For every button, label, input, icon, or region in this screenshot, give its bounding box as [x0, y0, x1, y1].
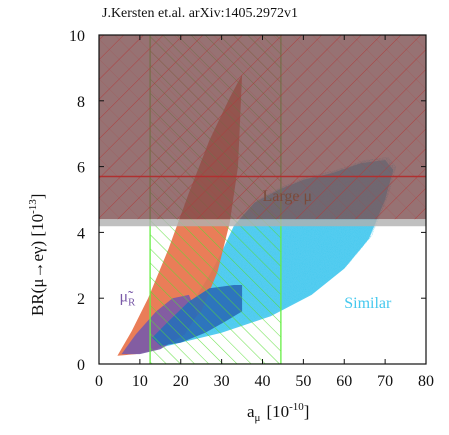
annotation-similar-main: Similar: [344, 295, 392, 312]
x-axis: 0 10 20 30 40 50 60 70 80: [95, 35, 434, 390]
annotation-smuon-r-sub: R: [128, 296, 136, 308]
x-tick-label: 10: [132, 373, 148, 390]
x-axis-label-main: a: [247, 402, 255, 421]
excluded-region-crosshatch: [99, 35, 426, 220]
y-axis-label: BR(μ→eγ) [10-13]: [27, 194, 47, 316]
excluded-region: [99, 35, 426, 227]
y-tick-label: 4: [77, 225, 85, 242]
x-axis-label-close: ]: [304, 402, 310, 421]
x-axis-label: aμ [10-10]: [247, 401, 309, 424]
x-tick-label: 30: [214, 373, 230, 390]
excluded-region-edge: [99, 219, 426, 227]
x-tick-label: 50: [295, 373, 311, 390]
y-tick-label: 6: [77, 160, 85, 177]
annotation-smuon-r: μ̃R: [119, 288, 136, 308]
x-tick-label: 80: [418, 373, 434, 390]
y-axis-label-main: BR(μ→eγ) [10: [28, 214, 47, 316]
y-axis-label-close: ]: [28, 194, 47, 200]
y-tick-label: 0: [77, 357, 85, 374]
x-tick-label: 20: [173, 373, 189, 390]
y-tick-label: 10: [69, 28, 85, 45]
x-axis-label-unit: [10: [266, 402, 289, 421]
x-tick-label: 40: [255, 373, 271, 390]
y-axis: 0 2 4 6 8 10: [69, 28, 426, 374]
y-axis-label-exp: -13: [27, 199, 39, 214]
plot-area: [99, 35, 426, 364]
annotation-large-main: Large μ: [263, 188, 313, 205]
chart-header: J.Kersten et.al. arXiv:1405.2972v1: [102, 6, 298, 21]
annotation-similar: Similar: [344, 295, 392, 312]
x-tick-label: 70: [377, 373, 393, 390]
annotation-large: Large μ: [263, 188, 313, 205]
x-tick-label: 60: [336, 373, 352, 390]
x-axis-label-exp: -10: [289, 401, 304, 413]
x-tick-label: 0: [95, 373, 103, 390]
y-tick-label: 2: [77, 291, 85, 308]
x-axis-label-sub: μ: [255, 412, 261, 424]
y-tick-label: 8: [77, 94, 85, 111]
